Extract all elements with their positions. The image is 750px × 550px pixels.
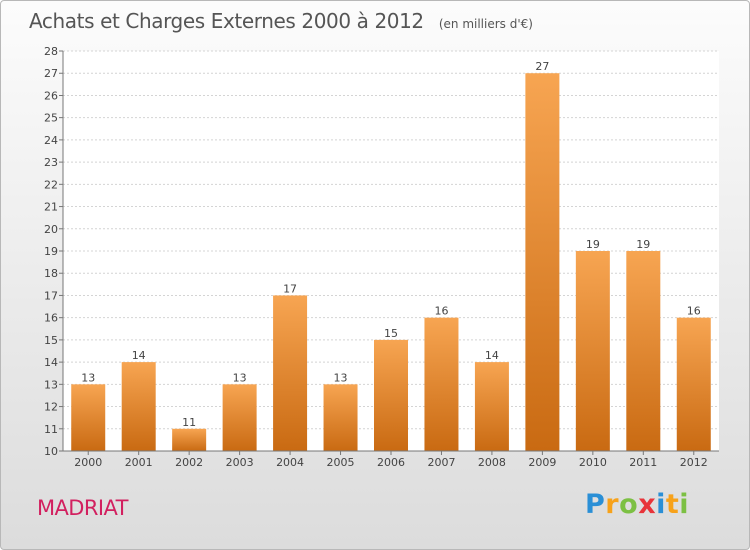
title-block: Achats et Charges Externes 2000 à 2012 (…: [29, 9, 533, 33]
x-tick-label: 2005: [327, 456, 355, 469]
y-tick-label: 14: [44, 356, 58, 369]
y-tick-label: 12: [44, 401, 58, 414]
value-label: 16: [687, 305, 701, 318]
logo-letter: x: [638, 489, 657, 520]
x-tick-label: 2012: [680, 456, 708, 469]
x-tick-label: 2011: [629, 456, 657, 469]
value-label: 14: [132, 349, 146, 362]
bar-2001: [121, 362, 156, 451]
value-label: 19: [636, 238, 650, 251]
value-label: 13: [334, 371, 348, 384]
bar-2006: [374, 339, 408, 451]
y-tick-label: 20: [44, 223, 58, 236]
x-axis-labels: 2000 2001 2002 2003 2004 2005 2006 2007 2008 2009…: [74, 456, 708, 469]
logo-letter: o: [619, 489, 639, 520]
bar-2003: [222, 384, 257, 451]
x-tick-label: 2007: [427, 456, 455, 469]
y-tick-label: 16: [44, 312, 58, 325]
axes: [59, 50, 719, 455]
value-label: 13: [233, 371, 247, 384]
value-label: 16: [434, 305, 448, 318]
y-tick-label: 11: [44, 423, 58, 436]
x-tick-label: 2000: [74, 456, 102, 469]
value-labels: 13 14 11 13 17 13 15 16 14 27 19 19 16: [81, 60, 701, 429]
bar-2008: [474, 362, 509, 451]
y-tick-label: 15: [44, 334, 58, 347]
y-tick-label: 18: [44, 267, 58, 280]
bar-2005: [323, 384, 358, 451]
logo-letter: r: [605, 489, 620, 520]
proxiti-logo: Proxiti: [585, 489, 689, 520]
value-label: 17: [283, 282, 297, 295]
bar-2009: [525, 73, 560, 451]
value-label: 19: [586, 238, 600, 251]
x-tick-label: 2008: [478, 456, 506, 469]
logo-letter: P: [585, 489, 606, 520]
x-tick-label: 2009: [528, 456, 556, 469]
x-tick-label: 2002: [175, 456, 203, 469]
y-tick-label: 22: [44, 178, 58, 191]
value-label: 15: [384, 327, 398, 340]
bar-2010: [575, 251, 610, 451]
bars: [71, 73, 711, 451]
city-name: MADRIAT: [37, 496, 128, 520]
y-tick-label: 10: [44, 445, 58, 458]
value-label: 14: [485, 349, 499, 362]
y-tick-label: 24: [44, 134, 58, 147]
x-tick-label: 2003: [226, 456, 254, 469]
bar-2002: [172, 428, 207, 451]
bar-2004: [273, 295, 308, 451]
x-tick-label: 2010: [579, 456, 607, 469]
bar-2000: [71, 384, 106, 451]
x-tick-label: 2004: [276, 456, 304, 469]
logo-letter: t: [665, 489, 680, 520]
y-tick-label: 27: [44, 67, 58, 80]
y-tick-label: 21: [44, 201, 58, 214]
bar-2011: [626, 251, 661, 451]
value-label: 27: [535, 60, 549, 73]
value-label: 13: [81, 371, 95, 384]
y-tick-label: 19: [44, 245, 58, 258]
y-tick-label: 26: [44, 89, 58, 102]
y-tick-label: 13: [44, 378, 58, 391]
y-axis-labels: 10 11 12 13 14 15 16 17 18 19 20 21 22 23 24 25 26 27 28: [44, 45, 58, 458]
x-tick-label: 2006: [377, 456, 405, 469]
logo-letter: i: [679, 489, 690, 520]
chart-title: Achats et Charges Externes 2000 à 2012: [29, 9, 424, 33]
y-tick-label: 25: [44, 112, 58, 125]
y-tick-label: 17: [44, 289, 58, 302]
chart-subtitle: (en milliers d'€): [438, 17, 533, 31]
y-tick-label: 28: [44, 45, 58, 58]
bar-2012: [676, 317, 711, 451]
logo-letter: i: [656, 489, 666, 520]
value-label: 11: [182, 416, 196, 429]
y-tick-label: 23: [44, 156, 58, 169]
x-tick-label: 2001: [125, 456, 153, 469]
bar-2007: [424, 317, 459, 451]
